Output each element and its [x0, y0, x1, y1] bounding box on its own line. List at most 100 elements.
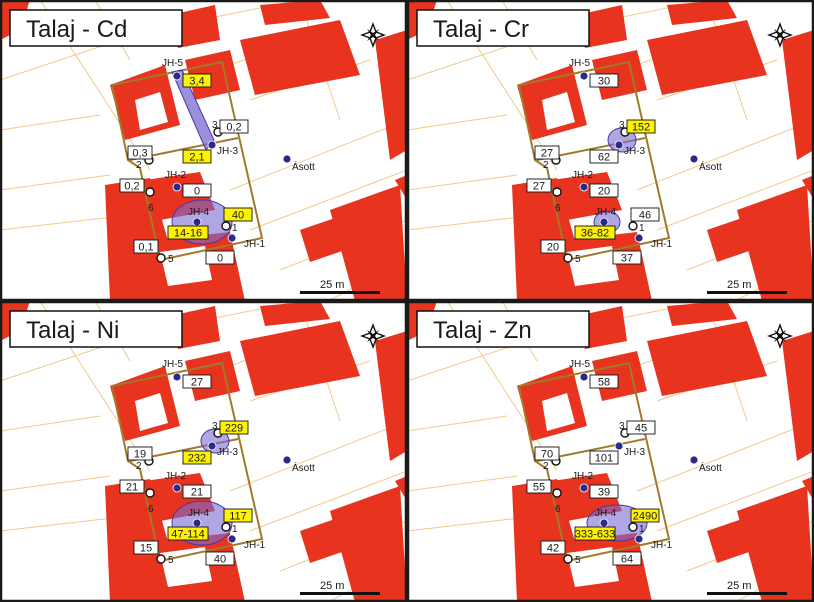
- value-box: [612, 551, 642, 566]
- sample-label-jh1: JH-1: [651, 540, 673, 551]
- sample-label-n2: 2: [543, 461, 549, 472]
- building: [647, 321, 767, 396]
- sampling-point: [689, 154, 699, 164]
- value-box: [534, 446, 560, 461]
- value-box: [574, 526, 616, 541]
- value-jh3: 101: [595, 453, 613, 465]
- value-jh5: 30: [598, 76, 610, 88]
- sample-label-asott: Ásott: [292, 160, 315, 173]
- value-box: [127, 446, 153, 461]
- building: [330, 486, 405, 600]
- compass-star-icon: [767, 22, 793, 48]
- panel-frame: [406, 300, 814, 602]
- value-box: [589, 73, 619, 88]
- value-box: [119, 178, 145, 193]
- value-box: [630, 207, 660, 222]
- panel-title: Talaj - Ni: [26, 317, 119, 344]
- value-v5: 42: [547, 543, 559, 555]
- building: [647, 20, 767, 95]
- value-v1: 46: [639, 210, 651, 222]
- panel-frame: [0, 300, 408, 602]
- sample-label-jh5: JH-5: [162, 58, 184, 69]
- value-box: [626, 119, 656, 134]
- sampling-point: [579, 71, 589, 81]
- sampling-point: [689, 455, 699, 465]
- sampling-point: [192, 518, 202, 528]
- value-box: [540, 540, 566, 555]
- parcel-line: [636, 421, 812, 492]
- value-jh3: 232: [188, 453, 206, 465]
- sampling-point-auxiliary: [563, 253, 573, 263]
- sample-label-jh4: JH-4: [595, 207, 617, 218]
- panel-title: Talaj - Cr: [433, 16, 529, 43]
- sample-label-n1: 1: [639, 223, 645, 234]
- sample-label-asott: Ásott: [292, 461, 315, 474]
- value-box: [205, 551, 235, 566]
- value-box: [589, 149, 619, 164]
- sample-label-jh2: JH-2: [572, 471, 594, 482]
- value-box: [182, 183, 212, 198]
- map-panel-3: JH-5JH-3JH-2JH-4JH-1Ásott326152722923219…: [0, 300, 408, 602]
- parcel-line: [409, 114, 508, 131]
- sampling-point-auxiliary: [156, 253, 166, 263]
- parcel-line: [2, 114, 101, 131]
- courtyard: [542, 393, 575, 431]
- value-jh4: 14-16: [174, 228, 202, 240]
- scale-bar: [300, 291, 380, 294]
- sample-label-jh3: JH-3: [624, 447, 646, 458]
- sampling-point: [227, 534, 237, 544]
- sampling-point-auxiliary: [628, 221, 638, 231]
- panel-title: Talaj - Zn: [433, 317, 532, 344]
- value-left2: 70: [541, 449, 553, 461]
- sample-label-n6: 6: [148, 203, 154, 214]
- value-v5: 15: [140, 543, 152, 555]
- value-p3: 229: [225, 423, 243, 435]
- value-v5: 0,1: [138, 242, 153, 254]
- sampling-point: [579, 372, 589, 382]
- parcel-line: [2, 415, 101, 432]
- sample-label-n1: 1: [232, 524, 238, 535]
- value-box: [167, 225, 209, 240]
- value-jh1: 64: [621, 554, 633, 566]
- building: [737, 486, 812, 600]
- value-box: [119, 479, 145, 494]
- courtyard: [135, 393, 168, 431]
- sampling-point: [634, 534, 644, 544]
- building: [395, 476, 405, 498]
- sample-label-jh3: JH-3: [217, 146, 239, 157]
- value-box: [167, 526, 209, 541]
- value-left2: 27: [541, 148, 553, 160]
- compass-star-inner: [367, 29, 379, 41]
- sampling-point: [282, 154, 292, 164]
- sampling-point: [599, 518, 609, 528]
- value-jh2: 39: [598, 487, 610, 499]
- value-box: [223, 508, 253, 523]
- sample-label-jh5: JH-5: [569, 58, 591, 69]
- sampling-point-auxiliary: [145, 187, 155, 197]
- building: [782, 30, 812, 160]
- value-p3: 45: [635, 423, 647, 435]
- value-box: [133, 540, 159, 555]
- compass-star-inner: [367, 330, 379, 342]
- building: [240, 20, 360, 95]
- parcel-line: [229, 421, 405, 492]
- value-jh1: 40: [214, 554, 226, 566]
- sample-label-jh1: JH-1: [244, 239, 266, 250]
- sampling-point: [172, 182, 182, 192]
- sampling-point-auxiliary: [563, 554, 573, 564]
- value-box: [182, 450, 212, 465]
- sample-label-jh2: JH-2: [572, 170, 594, 181]
- sampling-point: [207, 140, 217, 150]
- sample-label-n5: 5: [168, 254, 174, 265]
- value-box: [589, 484, 619, 499]
- value-left6: 0,2: [124, 181, 139, 193]
- sample-label-n1: 1: [639, 524, 645, 535]
- sample-label-n5: 5: [168, 555, 174, 566]
- courtyard: [567, 246, 619, 286]
- value-box: [182, 484, 212, 499]
- parcel-line: [249, 471, 405, 532]
- sampling-point-auxiliary: [221, 221, 231, 231]
- panel-title-box: [9, 310, 183, 348]
- value-box: [205, 250, 235, 265]
- sampling-point-auxiliary: [145, 488, 155, 498]
